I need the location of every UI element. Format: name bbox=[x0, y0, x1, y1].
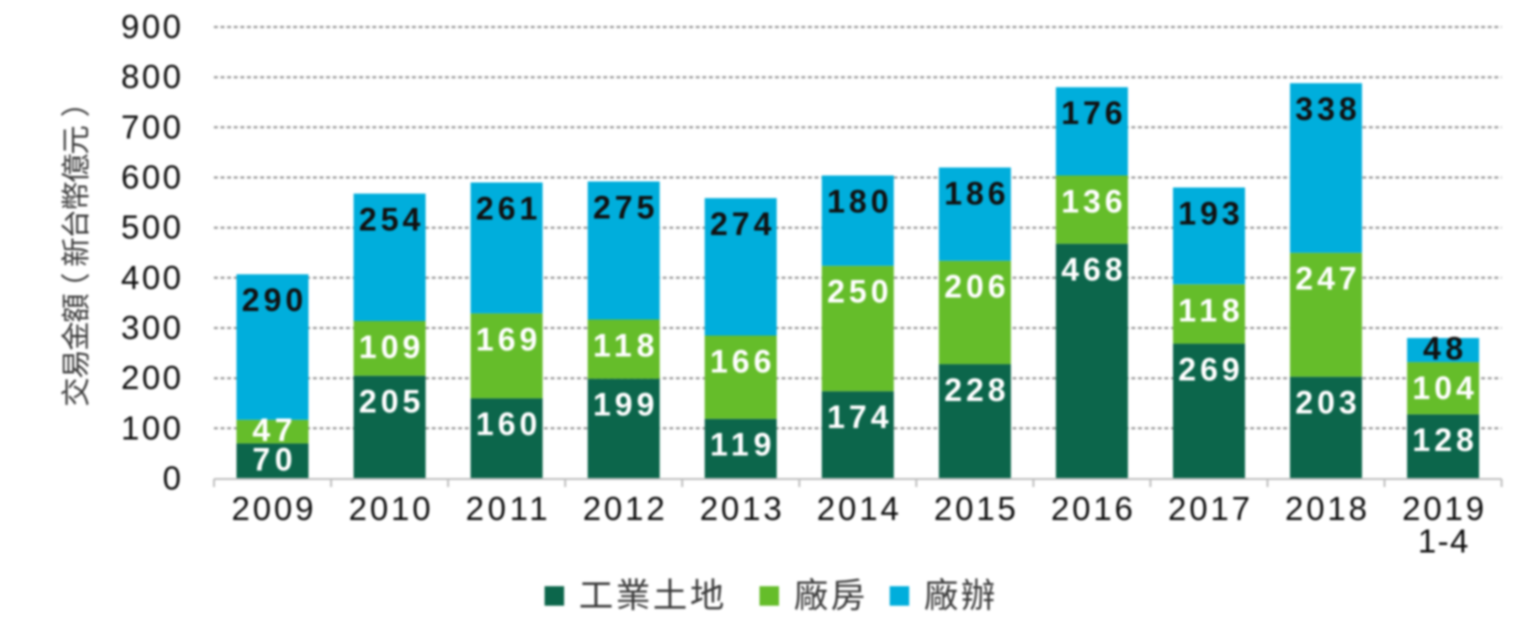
svg-text:203: 203 bbox=[1295, 385, 1356, 421]
svg-text:166: 166 bbox=[710, 343, 771, 379]
svg-text:274: 274 bbox=[710, 206, 772, 242]
svg-text:119: 119 bbox=[710, 427, 771, 463]
svg-text:193: 193 bbox=[1178, 195, 1239, 231]
svg-text:300: 300 bbox=[121, 309, 181, 346]
svg-text:174: 174 bbox=[827, 399, 889, 435]
svg-text:118: 118 bbox=[1178, 292, 1239, 328]
svg-text:250: 250 bbox=[827, 274, 888, 310]
svg-text:118: 118 bbox=[593, 327, 654, 363]
svg-text:169: 169 bbox=[476, 321, 537, 357]
svg-text:180: 180 bbox=[827, 183, 888, 219]
svg-text:0: 0 bbox=[163, 460, 181, 497]
svg-text:186: 186 bbox=[944, 175, 1005, 211]
svg-text:104: 104 bbox=[1412, 370, 1474, 406]
svg-text:500: 500 bbox=[121, 209, 181, 246]
svg-text:136: 136 bbox=[1061, 183, 1122, 219]
svg-text:338: 338 bbox=[1295, 91, 1356, 127]
svg-text:600: 600 bbox=[121, 159, 181, 196]
svg-text:205: 205 bbox=[359, 384, 420, 420]
svg-text:254: 254 bbox=[359, 202, 421, 238]
svg-text:261: 261 bbox=[476, 190, 537, 226]
svg-text:128: 128 bbox=[1412, 422, 1473, 458]
svg-text:199: 199 bbox=[593, 387, 654, 423]
svg-text:100: 100 bbox=[121, 409, 181, 446]
svg-text:700: 700 bbox=[121, 108, 181, 145]
svg-text:1-4: 1-4 bbox=[1418, 522, 1469, 559]
svg-text:247: 247 bbox=[1295, 261, 1356, 297]
svg-text:275: 275 bbox=[593, 189, 654, 225]
svg-text:400: 400 bbox=[121, 259, 181, 296]
svg-text:800: 800 bbox=[121, 58, 181, 95]
svg-text:206: 206 bbox=[944, 269, 1005, 305]
svg-text:468: 468 bbox=[1061, 252, 1122, 288]
svg-text:200: 200 bbox=[121, 359, 181, 396]
svg-text:269: 269 bbox=[1178, 352, 1239, 388]
svg-text:109: 109 bbox=[359, 329, 420, 365]
svg-text:160: 160 bbox=[476, 406, 537, 442]
svg-text:290: 290 bbox=[242, 282, 303, 318]
svg-text:176: 176 bbox=[1061, 95, 1122, 131]
svg-text:228: 228 bbox=[944, 372, 1005, 408]
svg-text:900: 900 bbox=[121, 8, 181, 45]
